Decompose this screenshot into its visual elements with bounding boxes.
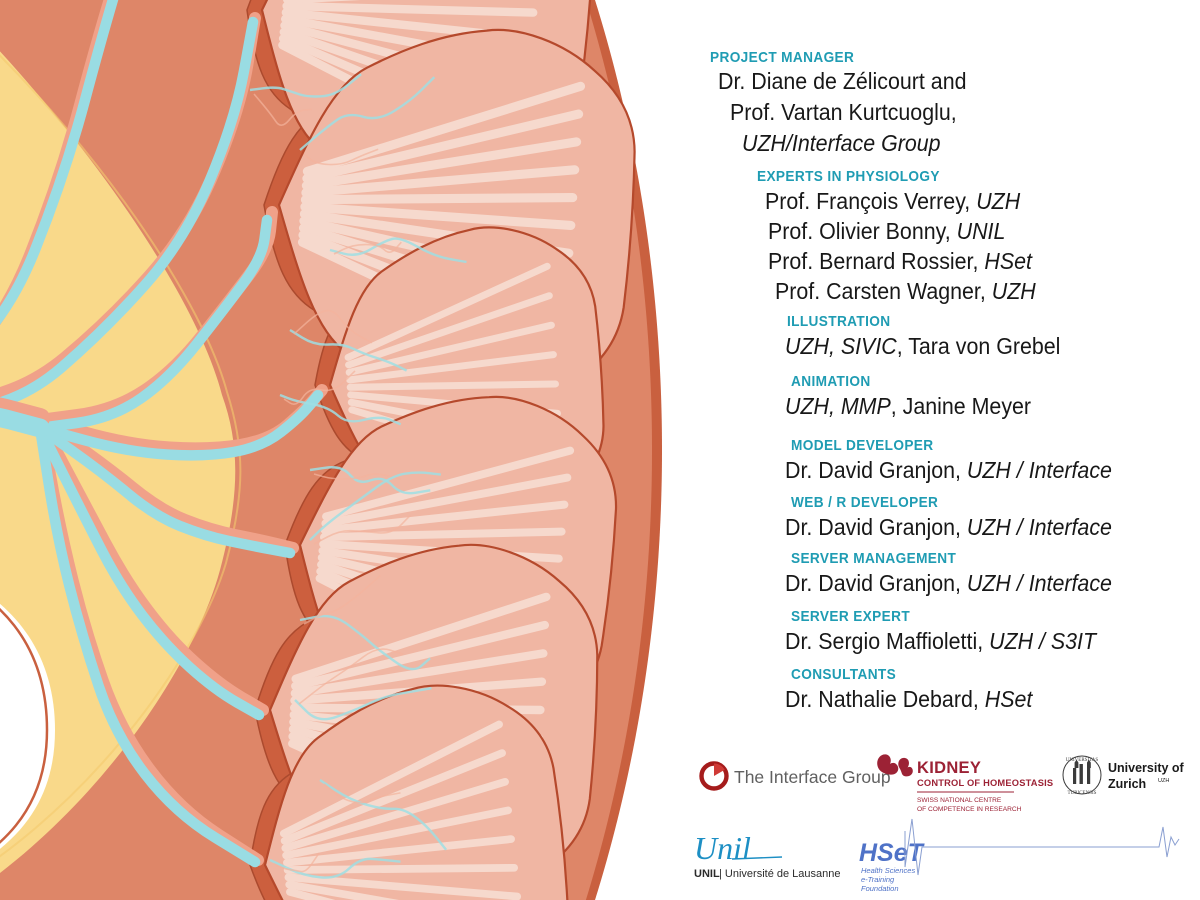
svg-text:UZH: UZH <box>1158 778 1169 784</box>
svg-text:The Interface Group: The Interface Group <box>734 767 891 787</box>
svg-text:UNIL: UNIL <box>694 868 720 880</box>
svg-text:University of: University of <box>1108 761 1184 775</box>
svg-text:TURICENSIS: TURICENSIS <box>1068 791 1097 796</box>
svg-text:Zurich: Zurich <box>1108 777 1146 791</box>
svg-text:SWISS NATIONAL CENTRE: SWISS NATIONAL CENTRE <box>917 797 1002 804</box>
svg-text:Foundation: Foundation <box>861 884 899 891</box>
svg-text:Unil: Unil <box>694 830 751 866</box>
svg-text:| Université de Lausanne: | Université de Lausanne <box>719 868 841 880</box>
svg-text:KIDNEY: KIDNEY <box>917 759 981 777</box>
svg-text:UNIVERSITAS: UNIVERSITAS <box>1066 758 1099 763</box>
svg-text:e-Training: e-Training <box>861 875 895 884</box>
svg-text:Health Sciences: Health Sciences <box>861 866 915 875</box>
svg-text:CONTROL OF HOMEOSTASIS: CONTROL OF HOMEOSTASIS <box>917 778 1053 788</box>
svg-text:OF COMPETENCE IN RESEARCH: OF COMPETENCE IN RESEARCH <box>917 806 1022 813</box>
